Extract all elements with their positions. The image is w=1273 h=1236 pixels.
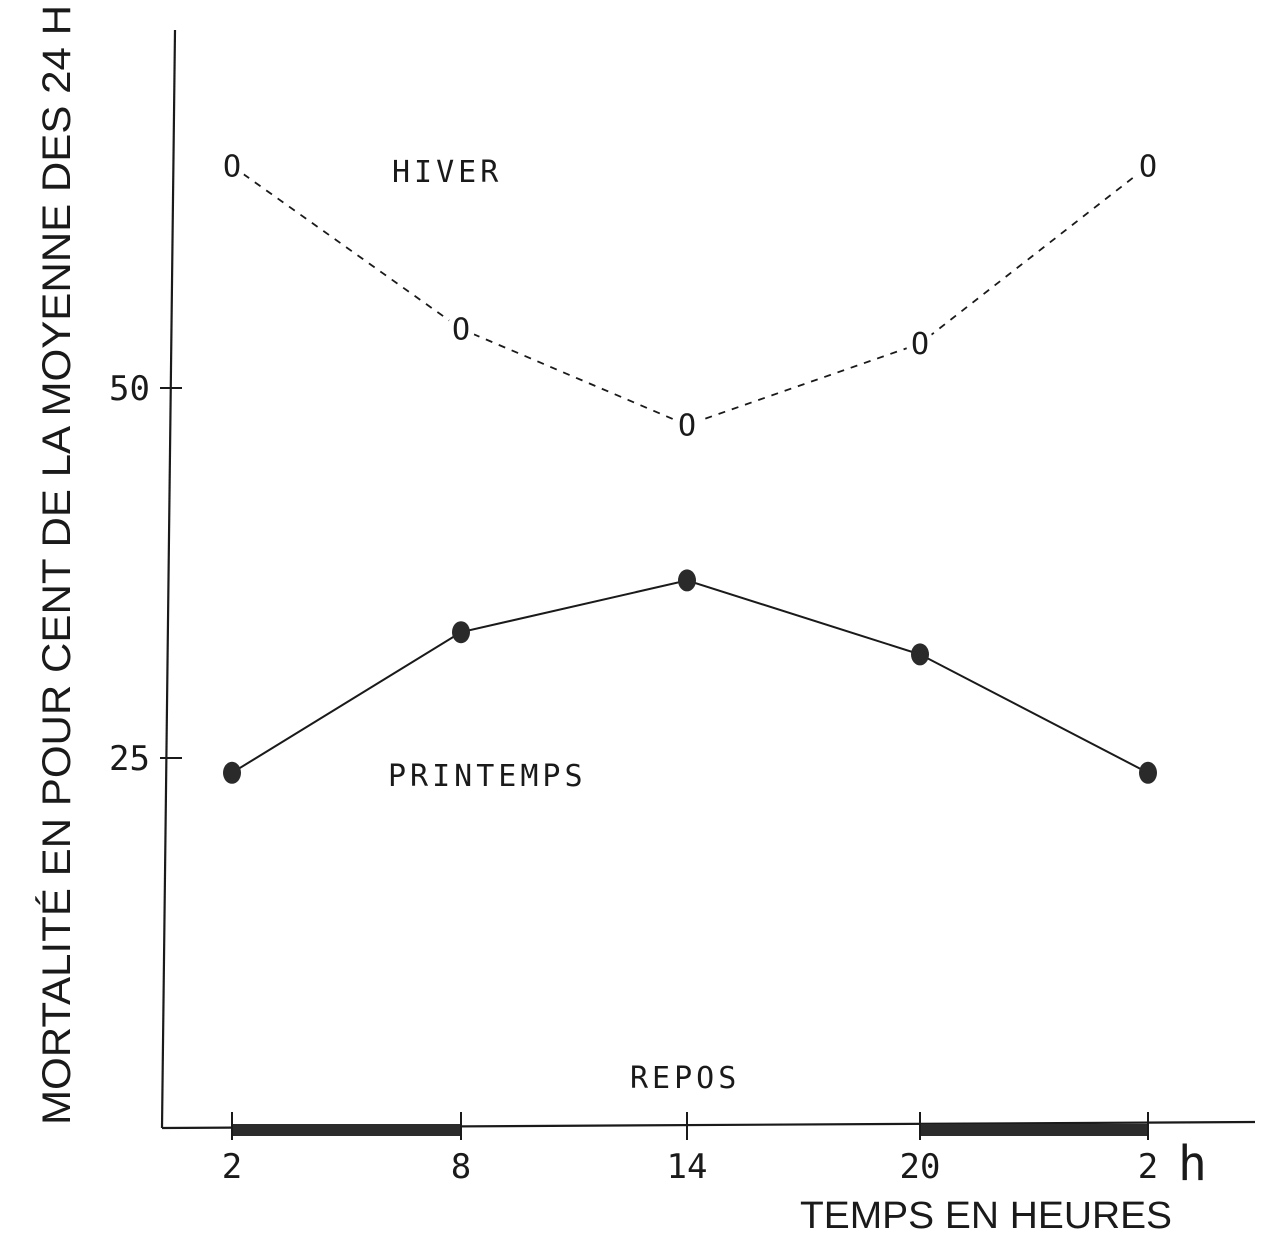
repos-bar — [920, 1124, 1148, 1136]
x-tick-label: 2 — [222, 1147, 242, 1187]
data-point-printemps — [223, 761, 241, 784]
series-label-printemps: PRINTEMPS — [388, 759, 587, 794]
point-backing — [673, 409, 701, 441]
x-axis-title: TEMPS EN HEURES — [800, 1195, 1172, 1236]
repos-bars — [232, 1124, 1148, 1136]
data-point-hiver: O — [911, 327, 929, 362]
y-ticks: 25 50 — [109, 369, 182, 779]
repos-label: REPOS — [630, 1061, 740, 1096]
series-line-hiver — [231, 165, 1149, 426]
y-tick-label: 50 — [109, 369, 150, 409]
repos-bar — [232, 1124, 461, 1136]
x-ticks: 2 8 14 20 2 — [222, 1112, 1158, 1187]
y-axis-title: MORTALITÉ EN POUR CENT DE LA MOYENNE DES… — [34, 5, 79, 1125]
data-point-hiver: O — [678, 409, 696, 444]
data-point-printemps — [452, 621, 470, 644]
data-point-printemps — [1139, 761, 1157, 784]
x-tick-label: 20 — [900, 1147, 941, 1187]
point-backing — [1134, 150, 1162, 182]
data-point-hiver: O — [223, 150, 241, 185]
data-point-hiver: O — [452, 312, 470, 347]
x-tick-label: 14 — [667, 1147, 708, 1187]
point-backing — [218, 150, 246, 182]
x-tick-label: 8 — [451, 1147, 471, 1187]
x-tick-label: 2 — [1138, 1147, 1158, 1187]
data-point-printemps — [911, 643, 929, 666]
series-group: O O O O O — [218, 150, 1162, 784]
data-point-printemps — [678, 569, 696, 592]
x-unit-label: h — [1178, 1136, 1207, 1192]
y-tick-label: 25 — [109, 739, 150, 779]
series-line-printemps — [231, 579, 1149, 774]
series-label-hiver: HIVER — [392, 155, 502, 190]
y-axis — [160, 29, 177, 1129]
data-point-hiver: O — [1139, 150, 1157, 185]
point-backing — [906, 327, 934, 360]
point-backing — [447, 312, 475, 345]
